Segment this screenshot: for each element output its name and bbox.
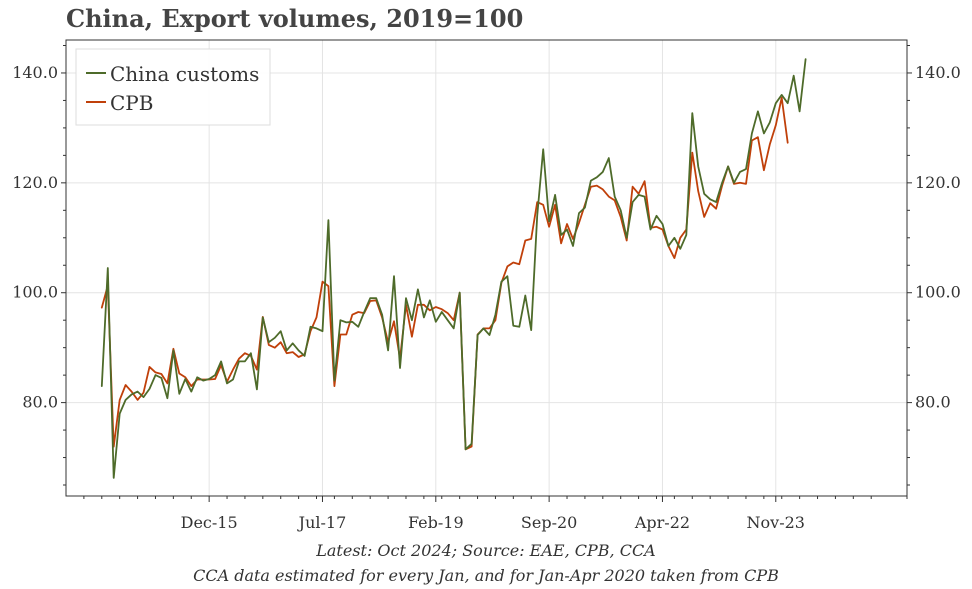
x-tick-label: Jul-17 xyxy=(297,513,347,532)
footnote-estimation: CCA data estimated for every Jan, and fo… xyxy=(193,566,779,585)
y-tick-label-left: 80.0 xyxy=(22,393,58,412)
plot-frame xyxy=(65,39,908,497)
series-line-cpb xyxy=(100,96,789,451)
x-tick-label: Nov-23 xyxy=(747,513,805,532)
y-tick-label-right: 120.0 xyxy=(915,173,961,192)
legend-label-cpb: CPB xyxy=(110,91,153,115)
y-tick-label-left: 100.0 xyxy=(12,283,58,302)
y-tick-label-right: 80.0 xyxy=(915,393,951,412)
x-tick-label: Feb-19 xyxy=(408,513,464,532)
series-line-china-customs xyxy=(100,58,807,479)
footnote-source: Latest: Oct 2024; Source: EAE, CPB, CCA xyxy=(316,541,656,560)
x-tick-label: Sep-20 xyxy=(521,513,577,532)
y-tick-label-right: 100.0 xyxy=(915,283,961,302)
series xyxy=(100,58,807,479)
legend-box xyxy=(75,48,271,126)
y-tick-label-right: 140.0 xyxy=(915,63,961,82)
x-tick-label: Dec-15 xyxy=(181,513,238,532)
line-chart: 80.0 80.0 100.0 100.0 120.0 120.0 140.0 140.0 De… xyxy=(12,39,961,532)
legend: China customs CPB xyxy=(75,48,271,126)
y-tick-label-left: 140.0 xyxy=(12,63,58,82)
y-tick-label-left: 120.0 xyxy=(12,173,58,192)
x-tick-label: Apr-22 xyxy=(634,513,690,532)
chart-title: China, Export volumes, 2019=100 xyxy=(66,4,524,33)
legend-label-china-customs: China customs xyxy=(110,62,259,86)
axes: 80.0 80.0 100.0 100.0 120.0 120.0 140.0 140.0 De… xyxy=(12,44,961,532)
